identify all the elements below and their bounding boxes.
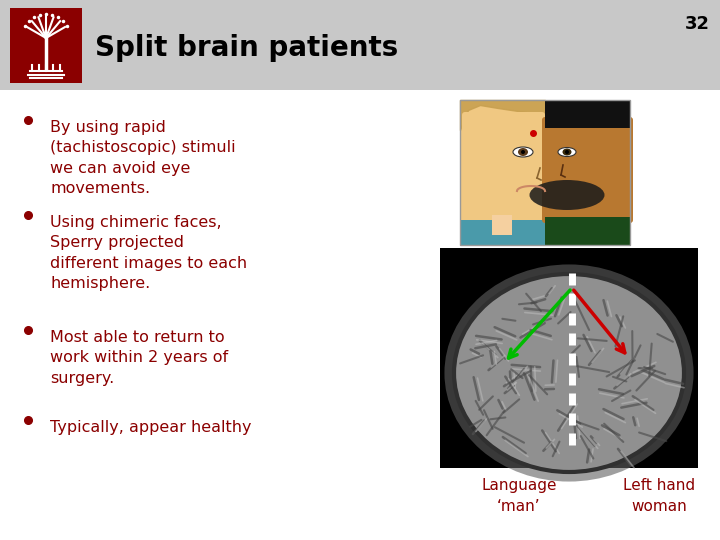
Ellipse shape (521, 150, 525, 154)
Text: Using chimeric faces,
Sperry projected
different images to each
hemisphere.: Using chimeric faces, Sperry projected d… (50, 215, 247, 291)
Ellipse shape (454, 274, 684, 472)
Ellipse shape (565, 150, 569, 154)
FancyBboxPatch shape (460, 220, 545, 245)
Text: Typically, appear healthy: Typically, appear healthy (50, 420, 251, 435)
Text: Most able to return to
work within 2 years of
surgery.: Most able to return to work within 2 yea… (50, 330, 228, 386)
FancyBboxPatch shape (545, 217, 630, 245)
Text: Language
‘man’: Language ‘man’ (481, 478, 557, 514)
FancyBboxPatch shape (492, 215, 512, 235)
FancyBboxPatch shape (545, 100, 630, 128)
Text: 32: 32 (685, 15, 710, 33)
Text: Split brain patients: Split brain patients (95, 34, 398, 62)
Text: By using rapid
(tachistoscopic) stimuli
we can avoid eye
movements.: By using rapid (tachistoscopic) stimuli … (50, 120, 235, 196)
Ellipse shape (562, 148, 572, 156)
FancyBboxPatch shape (462, 112, 545, 233)
Ellipse shape (513, 147, 533, 157)
Ellipse shape (518, 148, 528, 156)
Text: Left hand
woman: Left hand woman (623, 478, 695, 514)
Ellipse shape (558, 147, 576, 157)
FancyBboxPatch shape (545, 100, 630, 245)
Ellipse shape (529, 180, 605, 210)
FancyBboxPatch shape (10, 8, 82, 83)
FancyBboxPatch shape (460, 100, 545, 245)
FancyBboxPatch shape (542, 117, 633, 223)
FancyBboxPatch shape (440, 248, 698, 468)
FancyBboxPatch shape (0, 0, 720, 90)
